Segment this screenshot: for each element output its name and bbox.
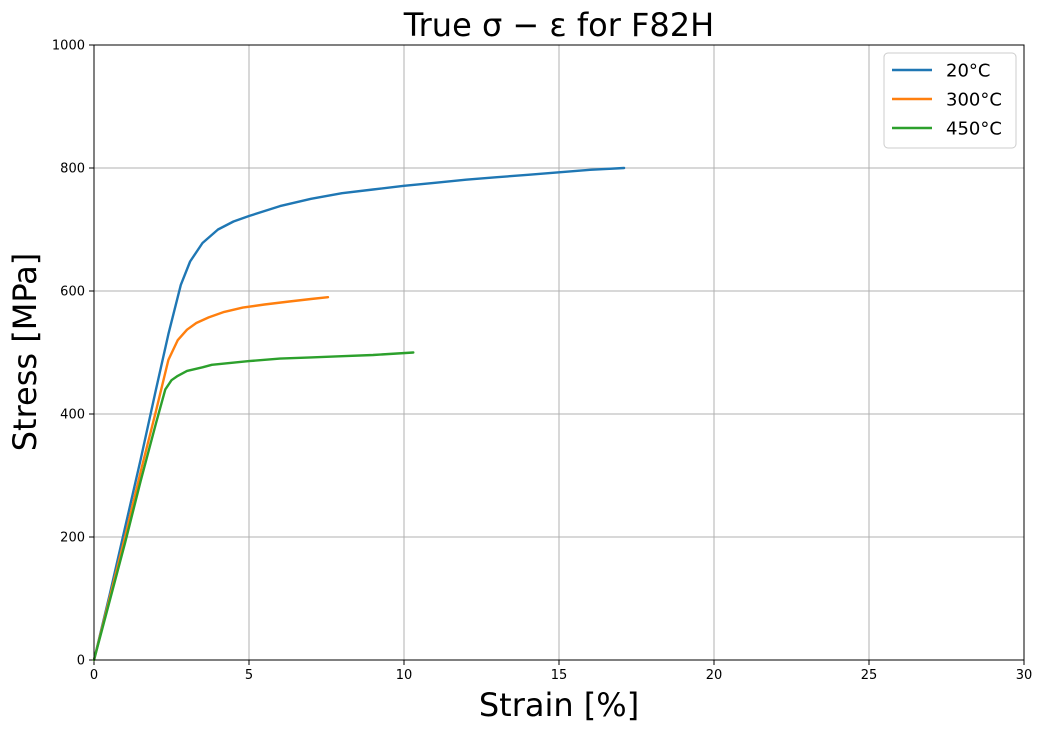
- x-tick-label: 15: [551, 668, 568, 683]
- legend-label: 450°C: [946, 119, 1002, 140]
- x-tick-label: 25: [861, 668, 878, 683]
- x-tick-label: 10: [396, 668, 413, 683]
- legend-box: [883, 52, 1017, 149]
- y-tick-label: 0: [77, 654, 85, 669]
- series-line-2: [92, 351, 415, 662]
- x-tick-label: 20: [706, 668, 723, 683]
- legend-label: 300°C: [946, 90, 1002, 111]
- y-tick-label: 800: [60, 162, 85, 177]
- legend-label: 20°C: [946, 61, 990, 82]
- y-tick-label: 1000: [52, 39, 85, 54]
- y-tick-label: 200: [60, 531, 85, 546]
- x-tick-label: 30: [1016, 668, 1033, 683]
- series-lines: [92, 166, 626, 662]
- y-axis-label: Stress [MPa]: [6, 253, 44, 452]
- x-tick-label: 5: [245, 668, 253, 683]
- chart-title: True σ − ε for F82H: [403, 6, 714, 44]
- x-axis-label: Strain [%]: [479, 686, 639, 724]
- y-tick-label: 400: [60, 408, 85, 423]
- x-tick-label: 0: [90, 668, 98, 683]
- tick-labels: 0 5 10 15 20 25 30 0 200 400 600 800 1000: [52, 39, 1032, 684]
- series-line-1: [92, 296, 330, 662]
- series-line-0: [92, 166, 626, 662]
- y-tick-label: 600: [60, 285, 85, 300]
- legend: 20°C 300°C 450°C: [883, 52, 1017, 149]
- plot-frame: [93, 44, 1025, 661]
